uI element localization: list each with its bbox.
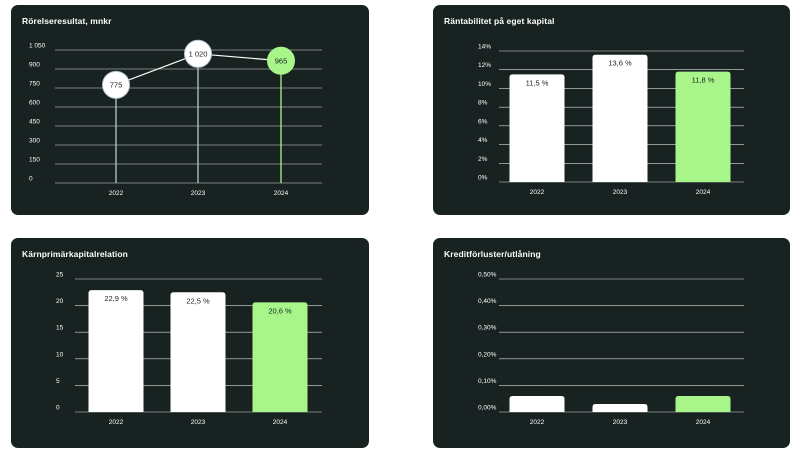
y-tick-label: 150 — [29, 157, 40, 164]
y-tick-label: 1 050 — [29, 43, 46, 50]
data-point — [184, 39, 212, 68]
x-tick-label: 2022 — [530, 419, 545, 426]
bar — [88, 290, 144, 412]
chart-title: Kreditförluster/utlåning — [444, 249, 541, 259]
x-tick-label: 2024 — [274, 190, 289, 197]
x-tick-label: 2022 — [530, 189, 545, 196]
chart-credit-losses: 0,00% 0,10% 0,20% 0,30% 0,40% 0,50% 2022 2023 20… — [478, 272, 744, 426]
panel-credit-losses: Kreditförluster/utlåning 0,00% 0,10% 0,20%… — [433, 238, 790, 448]
data-label: 1 020 — [189, 49, 208, 58]
data-point — [102, 70, 130, 99]
chart-title: Rörelseresultat, mnkr — [22, 16, 112, 26]
data-label: 22,5 % — [186, 296, 210, 305]
y-tick-label: 0 — [56, 405, 60, 412]
y-tick-label: 4% — [478, 137, 488, 144]
y-tick-label: 10 — [56, 351, 64, 358]
data-label: 11,5 % — [526, 78, 549, 87]
bar — [675, 71, 731, 182]
y-tick-label: 8% — [478, 100, 488, 107]
chart-title: Räntabilitet på eget kapital — [444, 16, 555, 26]
data-label: 13,6 % — [608, 59, 632, 68]
bar — [592, 54, 648, 182]
x-tick-label: 2023 — [613, 419, 628, 426]
panel-return-on-equity: Räntabilitet på eget kapital 0% 2% 4% 6% 8% 1… — [433, 5, 790, 215]
data-label: 0,06% — [526, 385, 548, 394]
panel-operating-profit: Rörelseresultat, mnkr 0 150 300 450 600 750 90… — [11, 5, 369, 215]
y-tick-label: 900 — [29, 62, 40, 69]
y-tick-label: 0,50% — [478, 272, 497, 279]
y-tick-label: 0,10% — [478, 378, 497, 385]
chart-operating-profit: 0 150 300 450 600 750 900 1 050 2022 2023 2024 775 1… — [29, 39, 322, 197]
x-tick-label: 2024 — [696, 419, 711, 426]
x-tick-label: 2024 — [696, 189, 711, 196]
y-tick-label: 0,30% — [478, 325, 497, 332]
x-tick-label: 2023 — [191, 419, 206, 426]
y-tick-label: 0 — [29, 176, 33, 183]
bar — [509, 396, 565, 412]
data-label: 0,03% — [609, 393, 631, 402]
y-tick-label: 300 — [29, 138, 40, 145]
chart-title: Kärnprimärkapitalrelation — [22, 249, 128, 259]
bar — [675, 396, 731, 412]
data-label: 965 — [275, 56, 288, 65]
bar — [170, 292, 226, 412]
data-label: 11,8 % — [692, 76, 715, 85]
y-tick-label: 0,20% — [478, 351, 497, 358]
x-tick-label: 2022 — [109, 190, 124, 197]
y-tick-label: 25 — [56, 272, 64, 279]
x-tick-label: 2022 — [109, 419, 124, 426]
data-label: 20,6 % — [268, 306, 292, 315]
y-tick-label: 450 — [29, 119, 40, 126]
data-label: 0,06% — [692, 385, 714, 394]
x-tick-label: 2023 — [613, 189, 628, 196]
data-label: 22,9 % — [104, 294, 128, 303]
y-tick-label: 14% — [478, 44, 491, 51]
y-tick-label: 12% — [478, 62, 491, 69]
data-label: 775 — [110, 80, 123, 89]
y-tick-label: 750 — [29, 81, 40, 88]
panel-cet1-ratio: Kärnprimärkapitalrelation 0 5 10 15 20 25 2022… — [11, 238, 369, 448]
x-tick-label: 2024 — [273, 419, 288, 426]
bar — [592, 404, 648, 412]
y-tick-label: 15 — [56, 325, 64, 332]
bar — [252, 302, 308, 412]
y-tick-label: 10% — [478, 81, 491, 88]
y-tick-label: 2% — [478, 156, 488, 163]
y-tick-label: 600 — [29, 100, 40, 107]
y-tick-label: 5 — [56, 378, 60, 385]
chart-return-on-equity: 0% 2% 4% 6% 8% 10% 12% 14% 2022 2023 2024 11,5 % 13,… — [478, 44, 744, 196]
data-point — [267, 46, 295, 75]
y-tick-label: 0% — [478, 175, 488, 182]
chart-cet1-ratio: 0 5 10 15 20 25 2022 2023 2024 22,9 % 22,5 % 20,6 % — [56, 272, 322, 426]
bar — [509, 74, 565, 182]
y-tick-label: 6% — [478, 118, 488, 125]
y-tick-label: 0,40% — [478, 298, 497, 305]
y-tick-label: 0,00% — [478, 405, 497, 412]
y-tick-label: 20 — [56, 298, 64, 305]
x-tick-label: 2023 — [191, 190, 206, 197]
